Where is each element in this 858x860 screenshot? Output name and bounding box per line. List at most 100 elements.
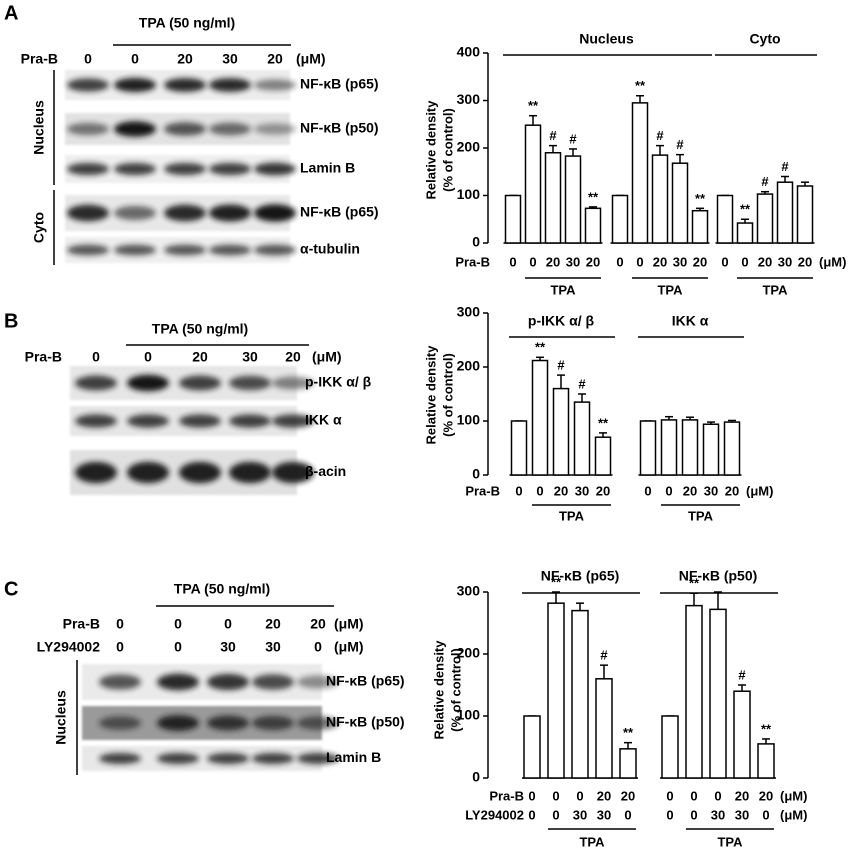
blot-band (67, 162, 109, 176)
blot-band (179, 375, 221, 391)
bar (660, 419, 678, 476)
panel-letter: C (4, 578, 18, 600)
bar (510, 420, 528, 476)
blot-band (272, 414, 314, 428)
bar (757, 743, 775, 779)
condition-value: 20 (735, 788, 749, 803)
blot-band (229, 461, 271, 484)
condition-value: 20 (693, 254, 707, 269)
blot-band (229, 414, 271, 428)
significance: # (781, 159, 789, 174)
condition-value: 0 (131, 51, 139, 67)
unit: (μM) (296, 51, 326, 67)
condition-value: 0 (314, 639, 322, 655)
unit: (μM) (819, 254, 846, 269)
condition-value: 20 (586, 254, 600, 269)
significance: ** (635, 78, 646, 93)
condition-value: 20 (554, 483, 568, 498)
blot-band (114, 205, 156, 221)
unit: (μM) (312, 349, 342, 365)
condition-value: 20 (683, 483, 697, 498)
significance: ** (535, 340, 546, 355)
blot-band (127, 414, 169, 428)
y-axis-label: (% of control) (440, 108, 455, 192)
significance: # (676, 137, 684, 152)
treatment-label: TPA (762, 282, 788, 297)
condition-value: 0 (528, 788, 535, 803)
condition-name: Pra-B (25, 349, 62, 365)
panel-letter: A (4, 2, 18, 24)
y-tick-label: 0 (472, 466, 480, 482)
bar (524, 124, 542, 244)
band-label: NF-κB (p65) (326, 673, 405, 689)
blot-band (127, 374, 169, 392)
treatment-label: TPA (657, 282, 683, 297)
bar (531, 359, 549, 476)
condition-value: 20 (621, 788, 635, 803)
condition-value: 0 (116, 616, 124, 632)
y-tick-label: 0 (472, 234, 480, 250)
unit: (μM) (334, 616, 364, 632)
group-label: NF-κB (p65) (541, 568, 620, 584)
band-label: NF-κB (p65) (300, 204, 379, 220)
condition-value: 0 (762, 807, 769, 822)
y-axis-label: Relative density (423, 345, 438, 445)
y-axis-label: (% of control) (448, 648, 463, 732)
blot-band (75, 414, 117, 428)
condition-value: 0 (576, 788, 583, 803)
condition-value: 30 (242, 349, 258, 365)
condition-value: 0 (552, 788, 559, 803)
condition-value: 0 (174, 616, 182, 632)
bar (736, 222, 754, 244)
treatment-label: TPA (688, 508, 714, 523)
condition-value: 20 (192, 349, 208, 365)
bar (594, 436, 612, 476)
group-label: IKK α (672, 313, 709, 329)
y-tick-label: 0 (472, 769, 480, 785)
condition-value: 0 (714, 788, 721, 803)
bar (595, 678, 613, 779)
condition-value: 0 (144, 349, 152, 365)
y-tick-label: 300 (457, 91, 481, 107)
blot-band (157, 673, 199, 691)
compartment-label: Cyto (31, 212, 47, 243)
y-tick-label: 200 (457, 139, 481, 155)
bar (619, 748, 637, 779)
blot-band (99, 674, 141, 690)
unit: (μM) (780, 788, 807, 803)
band-label: NF-κB (p65) (300, 76, 379, 92)
bar (709, 608, 727, 779)
y-axis-label: Relative density (423, 100, 438, 200)
significance: ** (588, 189, 599, 204)
condition-value: 0 (741, 254, 748, 269)
band-label: IKK α (305, 412, 342, 428)
bar (573, 401, 591, 476)
condition-value: 0 (529, 254, 536, 269)
blot-band (297, 716, 339, 730)
condition-value: 0 (92, 349, 100, 365)
bar (544, 152, 562, 244)
condition-value: 30 (711, 807, 725, 822)
significance: ** (528, 98, 539, 113)
significance: # (600, 648, 608, 663)
unit: (μM) (334, 639, 364, 655)
condition-name: LY294002 (37, 639, 101, 655)
condition-value: 0 (174, 639, 182, 655)
blot-band (209, 204, 251, 222)
blot-band (209, 78, 251, 92)
band-label: α-tubulin (300, 241, 360, 257)
bar (523, 715, 541, 779)
condition-name: LY294002 (465, 807, 524, 822)
significance: ** (740, 202, 751, 217)
blot-band (157, 715, 199, 731)
treatment-header: TPA (50 ng/ml) (139, 15, 235, 31)
blot-band (75, 375, 117, 391)
condition-value: 30 (597, 807, 611, 822)
group-label: p-IKK α/ β (528, 313, 595, 329)
band-label: p-IKK α/ β (305, 374, 372, 390)
treatment-header: TPA (50 ng/ml) (174, 581, 270, 597)
condition-name: Pra-B (63, 616, 100, 632)
compartment-label: Nucleus (31, 100, 47, 155)
treatment-label: TPA (559, 508, 585, 523)
bar (691, 209, 709, 244)
